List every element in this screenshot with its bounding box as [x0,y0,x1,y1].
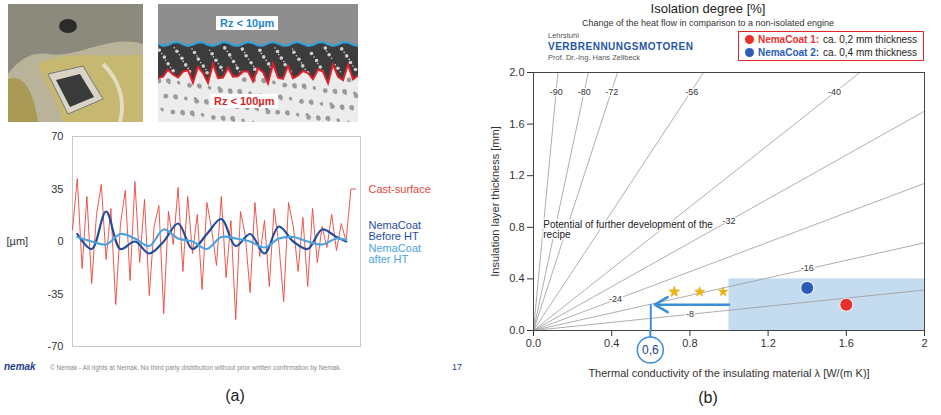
svg-text:0.4: 0.4 [604,337,619,349]
html-text:(a): (a) [225,387,245,404]
svg-text:-70: -70 [48,340,64,352]
svg-text:1.2: 1.2 [509,169,524,181]
html-text:© Nemak - All rights at Nemak.: © Nemak - All rights at Nemak. No third … [50,364,342,371]
svg-text:0.0: 0.0 [509,324,524,336]
html-text:NemaCoat 2: ca. 0,4 mm thickne: NemaCoat 2: ca. 0,4 mm thickness [757,47,917,58]
svg-text:-8: -8 [686,309,694,319]
html-text:17: 17 [452,362,462,372]
svg-text:Insulation layer thickness [mm: Insulation layer thickness [mm] [489,126,501,276]
svg-text:0.4: 0.4 [509,272,524,284]
svg-text:Thermal conductivity of the in: Thermal conductivity of the insulating m… [588,367,869,379]
svg-text:-24: -24 [609,294,622,304]
svg-text:-35: -35 [48,288,64,300]
html-text:NemaCoat 1: ca. 0,2 mm thickne: NemaCoat 1: ca. 0,2 mm thickness [757,34,917,45]
svg-text:-16: -16 [801,263,814,273]
svg-text:-32: -32 [722,216,735,226]
html-text:nemak: nemak [4,361,36,372]
svg-text:0,6: 0,6 [642,343,659,357]
html-text:Prof. Dr.-Ing. Hans Zellbeck: Prof. Dr.-Ing. Hans Zellbeck [548,53,641,62]
svg-text:Cast-surface: Cast-surface [369,183,431,195]
svg-text:35: 35 [51,183,63,195]
svg-text:0.8: 0.8 [509,221,524,233]
svg-text:-90: -90 [550,87,563,97]
svg-text:1.6: 1.6 [839,337,854,349]
svg-text:-40: -40 [828,87,841,97]
svg-text:2.0: 2.0 [509,66,524,78]
svg-text:NemaCoatBefore HT: NemaCoatBefore HT [369,219,422,242]
html-text:Isolation degree [%]: Isolation degree [%] [650,1,766,16]
svg-text:0.0: 0.0 [526,337,541,349]
html-text:Lehrstuhl: Lehrstuhl [548,31,579,40]
svg-text:NemaCoatafter HT: NemaCoatafter HT [369,242,422,265]
svg-text:1.2: 1.2 [760,337,775,349]
html-text:Rz < 100µm: Rz < 100µm [214,95,275,107]
svg-text:-56: -56 [685,87,698,97]
svg-text:-80: -80 [578,87,591,97]
html-text:Rz < 10µm: Rz < 10µm [220,17,275,29]
svg-text:70: 70 [51,130,63,142]
svg-text:0: 0 [57,235,63,247]
svg-text:-72: -72 [605,87,618,97]
svg-text:0.8: 0.8 [682,337,697,349]
html-text:(b): (b) [698,389,718,406]
html-text:VERBRENNUNGSMOTOREN: VERBRENNUNGSMOTOREN [548,41,694,52]
html-text:Change of the heat flow in com: Change of the heat flow in comparison to… [581,18,835,28]
svg-text:2: 2 [921,337,927,349]
svg-text:[µm]: [µm] [7,235,29,247]
svg-text:Potential of further developme: Potential of further development of ther… [543,219,713,240]
svg-text:1.6: 1.6 [509,118,524,130]
